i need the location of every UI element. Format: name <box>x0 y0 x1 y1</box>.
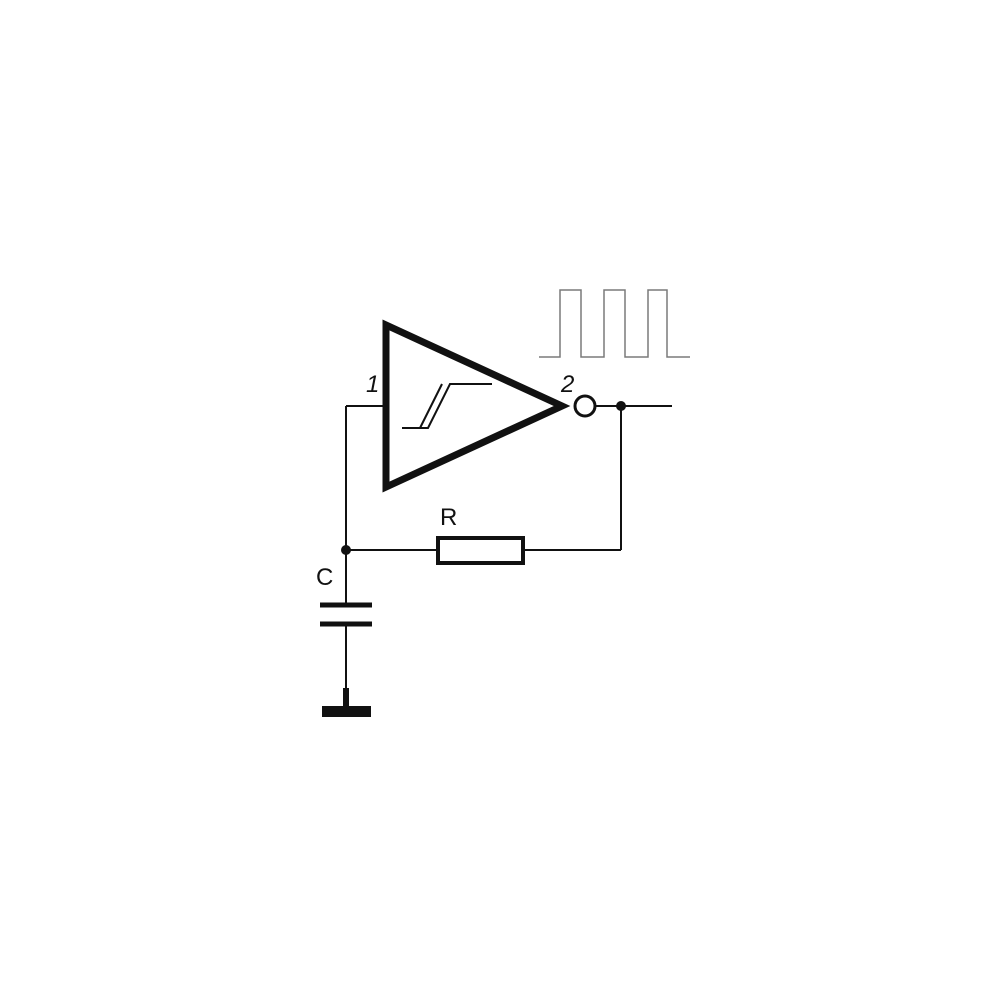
ground-symbol <box>322 706 371 717</box>
inverter-bubble <box>573 394 597 418</box>
input-pin-label: 1 <box>366 371 379 398</box>
hysteresis-symbol <box>402 383 492 429</box>
input-junction-dot <box>341 545 351 555</box>
hysteresis-symbol-left-edge <box>419 383 443 429</box>
square-wave-output <box>539 289 690 358</box>
resistor <box>436 536 525 565</box>
capacitor-label: C <box>316 564 333 591</box>
ground-stem <box>343 688 349 708</box>
schmitt-trigger-triangle <box>382 319 571 493</box>
resistor-label: R <box>440 504 457 531</box>
output-pin-label: 2 <box>560 371 574 398</box>
